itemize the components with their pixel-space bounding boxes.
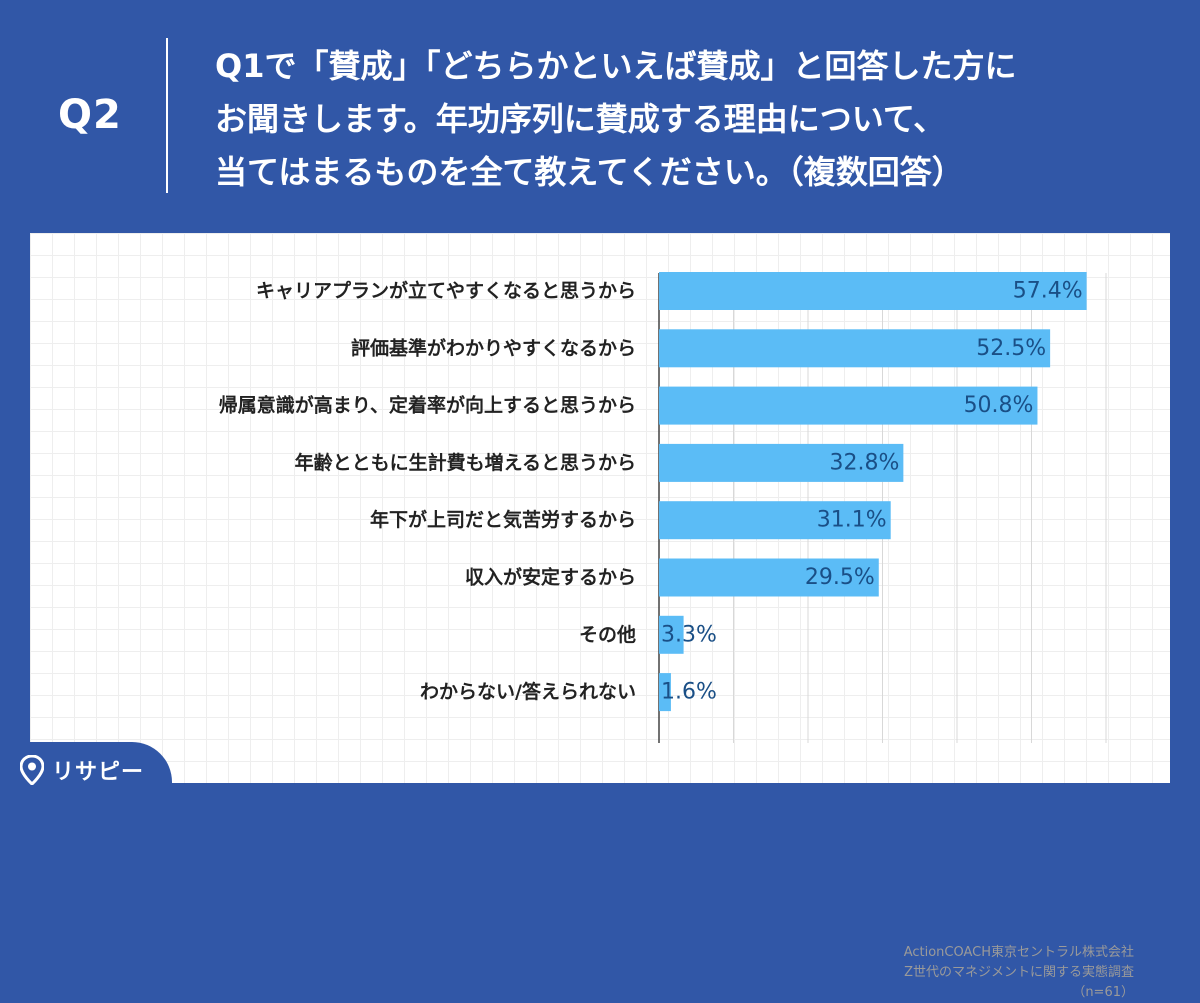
question-text: Q1で「賛成」「どちらかといえば賛成」と回答した方に お聞きします。年功序列に賛… bbox=[215, 40, 1175, 199]
value-label-1: 52.5% bbox=[976, 336, 1046, 361]
bar-1 bbox=[659, 329, 1051, 368]
bar-3 bbox=[659, 443, 904, 482]
bar-6 bbox=[659, 615, 684, 654]
value-label-3: 32.8% bbox=[829, 450, 899, 475]
value-label-6: 3.3% bbox=[661, 622, 717, 647]
category-label-4: 年下が上司だと気苦労するから bbox=[370, 508, 636, 531]
bar-2 bbox=[659, 386, 1038, 425]
category-label-6: その他 bbox=[579, 623, 636, 646]
category-label-1: 評価基準がわかりやすくなるから bbox=[351, 336, 636, 359]
bar-5 bbox=[659, 558, 879, 597]
category-label-7: わからない/答えられない bbox=[420, 680, 636, 703]
question-line-3: 当てはまるものを全て教えてください。（複数回答） bbox=[215, 153, 964, 191]
source-sample-size: （n=61） bbox=[1072, 985, 1134, 1000]
value-label-0: 57.4% bbox=[1013, 279, 1083, 304]
question-line-2: お聞きします。年功序列に賛成する理由について、 bbox=[215, 100, 946, 138]
chart-panel: キャリアプランが立てやすくなると思うから 57.4% 評価基準がわかりやすくなるから… bbox=[30, 233, 1170, 1000]
source-company: ActionCOACH東京セントラル株式会社 bbox=[903, 945, 1134, 960]
source-survey: Z世代のマネジメントに関する実態調査 bbox=[904, 965, 1134, 980]
question-line-1: Q1で「賛成」「どちらかといえば賛成」と回答した方に bbox=[215, 47, 1017, 85]
question-number: Q2 bbox=[58, 92, 122, 138]
category-label-3: 年齢とともに生計費も増えると思うから bbox=[295, 451, 636, 474]
question-header: Q2 Q1で「賛成」「どちらかといえば賛成」と回答した方に お聞きします。年功序… bbox=[0, 0, 1200, 230]
bar-chart: キャリアプランが立てやすくなると思うから 57.4% 評価基準がわかりやすくなるから… bbox=[219, 272, 1107, 743]
category-label-0: キャリアプランが立てやすくなると思うから bbox=[256, 279, 636, 302]
bar-0 bbox=[659, 272, 1087, 310]
value-label-5: 29.5% bbox=[805, 565, 875, 590]
header-divider bbox=[166, 38, 168, 193]
logo-text: リサピー bbox=[52, 760, 145, 785]
category-label-5: 収入が安定するから bbox=[465, 566, 636, 589]
bar-7 bbox=[659, 673, 671, 712]
bar-4 bbox=[659, 501, 891, 540]
source-note: ActionCOACH東京セントラル株式会社 Z世代のマネジメントに関する実態調… bbox=[904, 943, 1134, 1003]
brand-logo: リサピー bbox=[20, 752, 144, 788]
location-pin-icon bbox=[20, 755, 44, 785]
category-label-2: 帰属意識が高まり、定着率が向上すると思うから bbox=[219, 394, 636, 417]
value-label-2: 50.8% bbox=[964, 393, 1034, 418]
value-label-4: 31.1% bbox=[817, 508, 887, 533]
value-label-7: 1.6% bbox=[661, 680, 717, 705]
logo-tab bbox=[0, 742, 172, 800]
